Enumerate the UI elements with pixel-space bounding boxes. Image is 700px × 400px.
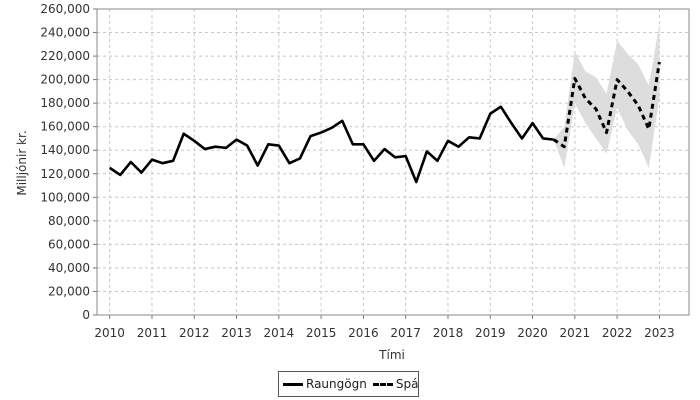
- x-tick-label: 2022: [602, 326, 633, 340]
- legend: Raungögn Spá: [278, 371, 419, 397]
- x-tick-label: 2013: [221, 326, 252, 340]
- y-tick-label: 60,000: [48, 237, 90, 251]
- x-tick-label: 2021: [560, 326, 591, 340]
- y-tick-label: 140,000: [40, 143, 90, 157]
- x-axis-title: Tími: [378, 348, 405, 362]
- y-tick-label: 100,000: [40, 190, 90, 204]
- y-tick-label: 180,000: [40, 96, 90, 110]
- plot-area: [97, 9, 689, 315]
- x-tick-label: 2015: [306, 326, 337, 340]
- legend-label-actual: Raungögn: [306, 377, 367, 391]
- axes: 0 20,000 40,000 60,000 80,000 100,000 120,000 1…: [40, 2, 690, 340]
- plot-border: [96, 8, 690, 316]
- y-tick-label: 200,000: [40, 73, 90, 87]
- x-tick-label: 2012: [179, 326, 210, 340]
- x-tick-label: 2014: [264, 326, 295, 340]
- grid: [97, 8, 689, 315]
- y-tick-label: 0: [82, 308, 90, 322]
- x-tick-label: 2017: [390, 326, 421, 340]
- legend-swatch-dashed: [372, 382, 393, 386]
- x-tick-label: 2016: [348, 326, 379, 340]
- series-lines: [108, 61, 661, 184]
- x-tick-label: 2019: [475, 326, 506, 340]
- y-tick-label: 40,000: [48, 261, 90, 275]
- y-tick-label: 80,000: [48, 214, 90, 228]
- legend-item-actual: Raungögn: [283, 377, 367, 391]
- x-tick-label: 2020: [517, 326, 548, 340]
- forecast-uncertainty-band: [553, 24, 660, 168]
- chart-svg: 0 20,000 40,000 60,000 80,000 100,000 120,000 1…: [15, 2, 690, 362]
- y-tick-label: 220,000: [40, 49, 90, 63]
- x-tick-label: 2018: [433, 326, 464, 340]
- x-tick-label: 2010: [94, 326, 125, 340]
- legend-swatch-solid: [283, 382, 303, 386]
- y-tick-label: 120,000: [40, 167, 90, 181]
- y-tick-label: 240,000: [40, 26, 90, 40]
- y-tick-label: 260,000: [40, 2, 90, 16]
- x-tick-label: 2023: [644, 326, 675, 340]
- series-line-actual: [108, 105, 554, 184]
- legend-item-forecast: Spá: [372, 377, 419, 391]
- y-tick-label: 20,000: [48, 284, 90, 298]
- legend-label-forecast: Spá: [395, 377, 419, 391]
- x-tick-label: 2011: [137, 326, 168, 340]
- series-line-forecast: [552, 61, 661, 149]
- y-tick-label: 160,000: [40, 120, 90, 134]
- y-axis-title: Milljónir kr.: [15, 130, 29, 195]
- forecast-band: [553, 24, 660, 168]
